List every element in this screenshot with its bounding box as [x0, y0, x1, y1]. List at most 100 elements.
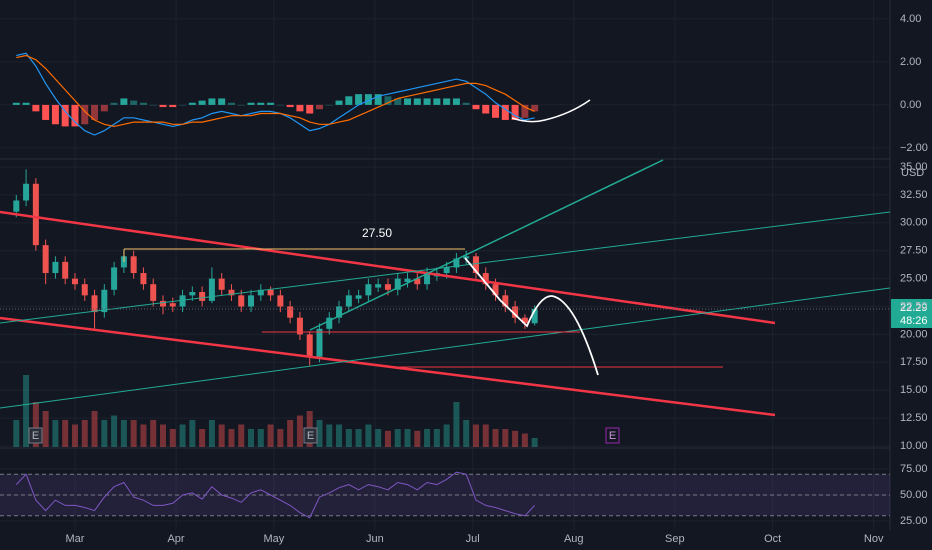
macd-histogram-bar [462, 102, 470, 105]
macd-histogram-bar [198, 100, 206, 105]
macd-histogram-bar [335, 100, 343, 105]
marks [0, 52, 890, 519]
countdown: 48:26 [900, 315, 928, 327]
candle-body [62, 261, 69, 279]
earnings-label: E [307, 430, 314, 442]
volume-bar [355, 429, 362, 447]
candle-body [208, 278, 215, 301]
macd-histogram-bar [110, 102, 118, 105]
volume-bar [375, 429, 382, 447]
grid [0, 0, 890, 530]
volume-bar [512, 430, 519, 447]
rsi-line [15, 471, 536, 519]
volume-bar [160, 424, 167, 447]
candle-body [179, 295, 186, 307]
y-tick-label: 75.00 [900, 463, 928, 475]
macd-histogram-bar [32, 104, 40, 112]
candle-body [248, 295, 255, 307]
macd-histogram-bar [315, 104, 323, 110]
macd-histogram-bar [511, 104, 519, 120]
macd-histogram-bar [374, 94, 382, 105]
candle-body [160, 300, 167, 307]
price-tag [891, 299, 932, 328]
candle-body [326, 317, 333, 329]
macd-histogram-bar [247, 102, 255, 105]
volume-bar [316, 420, 323, 447]
macd-histogram-bar [100, 104, 108, 112]
y-tick-label: 27.50 [900, 245, 928, 257]
macd-histogram-bar [81, 104, 89, 125]
candle-body [345, 295, 352, 307]
macd-histogram-bar [42, 104, 50, 120]
macd-histogram-bar [443, 98, 451, 105]
macd-histogram-bar [413, 98, 421, 105]
y-tick-label: 10.00 [900, 440, 928, 452]
macd-histogram-bar [218, 98, 226, 105]
candle-body [336, 306, 343, 318]
candle-body [512, 306, 519, 318]
volume-bar [189, 420, 196, 447]
volume-bar [502, 429, 509, 447]
macd-histogram-bar [531, 104, 539, 112]
volume-bar [179, 424, 186, 447]
candle-body [111, 267, 118, 290]
earnings: E E E [28, 427, 620, 444]
volume-bar [218, 424, 225, 447]
x-tick-label: Jul [466, 533, 480, 545]
candle-body [150, 284, 157, 301]
projection-curve [464, 257, 599, 376]
volume-bar [91, 411, 98, 447]
macd-histogram-bar [521, 104, 529, 118]
x-tick-label: Jun [366, 533, 384, 545]
volume-bar [414, 430, 421, 447]
trend-line [0, 210, 776, 325]
candle-body [13, 200, 20, 212]
volume-bar [521, 433, 528, 447]
volume-bar [248, 429, 255, 447]
volume-bar [482, 424, 489, 447]
candle-body [424, 273, 431, 285]
volume-bar [199, 429, 206, 447]
volume-bar [365, 424, 372, 447]
volume-bar [120, 420, 127, 447]
volume-bar [472, 424, 479, 447]
volume-bar [32, 402, 39, 447]
signal-line [16, 54, 535, 128]
volume-bar [463, 420, 470, 447]
volume-bar [257, 429, 264, 447]
volume-bar [23, 375, 30, 447]
candle-body [404, 278, 411, 282]
candle-body [218, 278, 225, 290]
macd-histogram-bar [159, 104, 167, 108]
last-price: 22.29 [900, 302, 928, 314]
volume-bar [238, 424, 245, 447]
macd-histogram-bar [364, 94, 372, 105]
candle-body [101, 289, 108, 313]
macd-histogram-bar [345, 96, 353, 105]
candle-body [32, 183, 39, 246]
candle-body [228, 289, 235, 296]
candle-body [130, 256, 137, 274]
macd-histogram-bar [355, 94, 363, 105]
volume-bar [81, 420, 88, 447]
volume-bar [424, 429, 431, 447]
candle-body [277, 295, 284, 307]
x-tick-label: Aug [564, 533, 584, 545]
macd-histogram-bar [227, 102, 235, 105]
volume-bar [433, 429, 440, 447]
candle-body [384, 284, 391, 290]
macd-histogram-bar [188, 102, 196, 105]
candle-body [365, 284, 372, 296]
volume-bar [453, 402, 460, 447]
macd-histogram-bar [22, 102, 30, 105]
volume-bar [111, 415, 118, 447]
volume-bar [169, 429, 176, 447]
candle-body [453, 258, 460, 268]
volume-bar [492, 429, 499, 447]
macd-histogram-bar [286, 104, 294, 108]
candle-body [267, 289, 274, 296]
volume-bar [13, 420, 20, 447]
macd-histogram-bar [492, 104, 500, 118]
